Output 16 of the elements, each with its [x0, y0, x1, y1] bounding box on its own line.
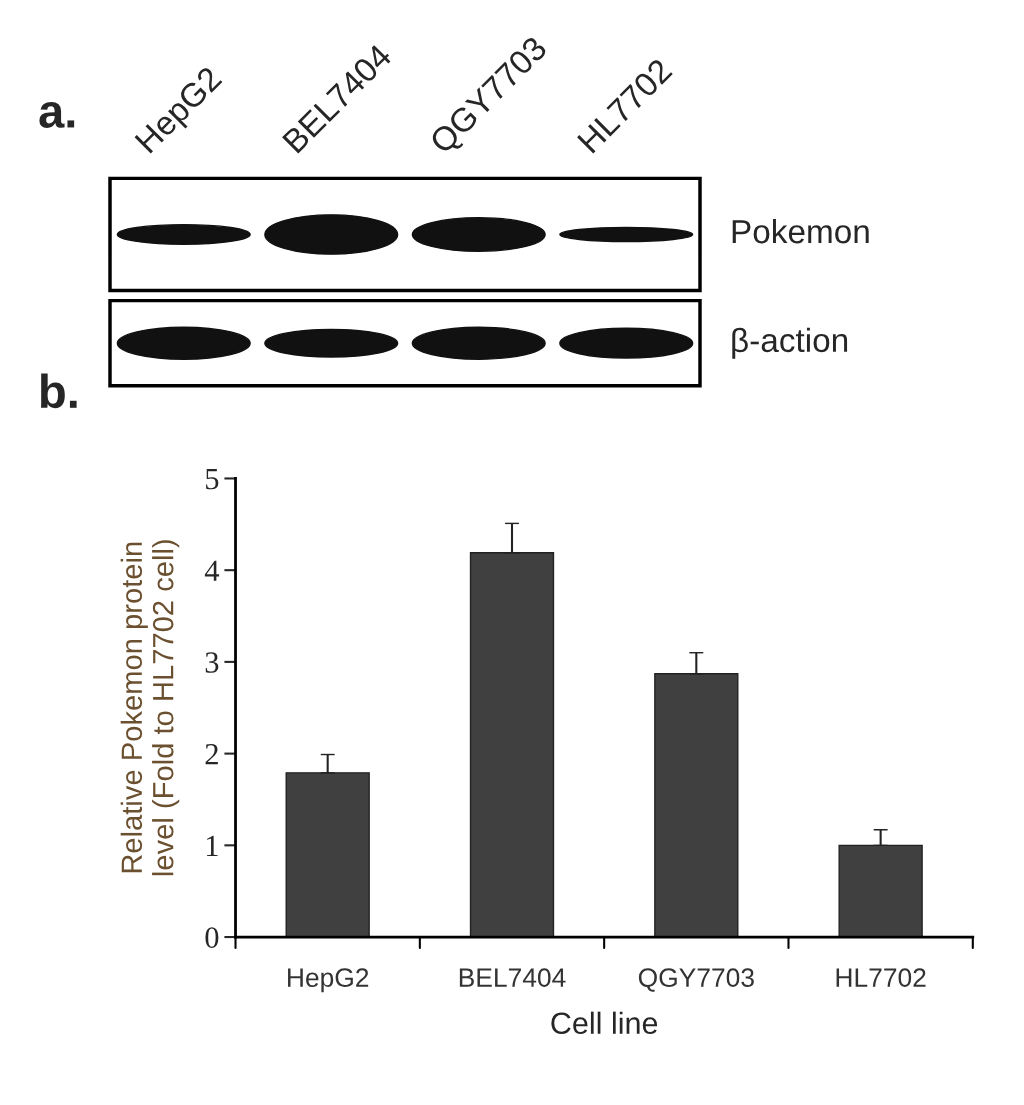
x-tick-label: HL7702 [836, 968, 926, 987]
y-tick-label: 5 [206, 469, 219, 490]
text: a. [39, 102, 75, 128]
y-tick-label: 1 [206, 835, 218, 856]
x-tick-label: QGY7703 [638, 968, 754, 992]
x-axis-title: Cell line [551, 1011, 658, 1035]
y-tick-label: 3 [205, 652, 219, 673]
chart-title: b. [41, 373, 77, 409]
x-tick-label: BEL7404 [459, 968, 566, 987]
y-tick-label: 2 [205, 743, 218, 765]
y-axis-title: Relative Pokemon protein level (Fold to HL7702 cell) [120, 540, 180, 876]
y-tick-label: 0 [205, 927, 219, 948]
text: β-action [732, 327, 848, 359]
y-tick-label: 4 [204, 560, 220, 581]
x-tick-label: HepG2 [288, 968, 369, 993]
text: Pokemon [732, 218, 869, 244]
